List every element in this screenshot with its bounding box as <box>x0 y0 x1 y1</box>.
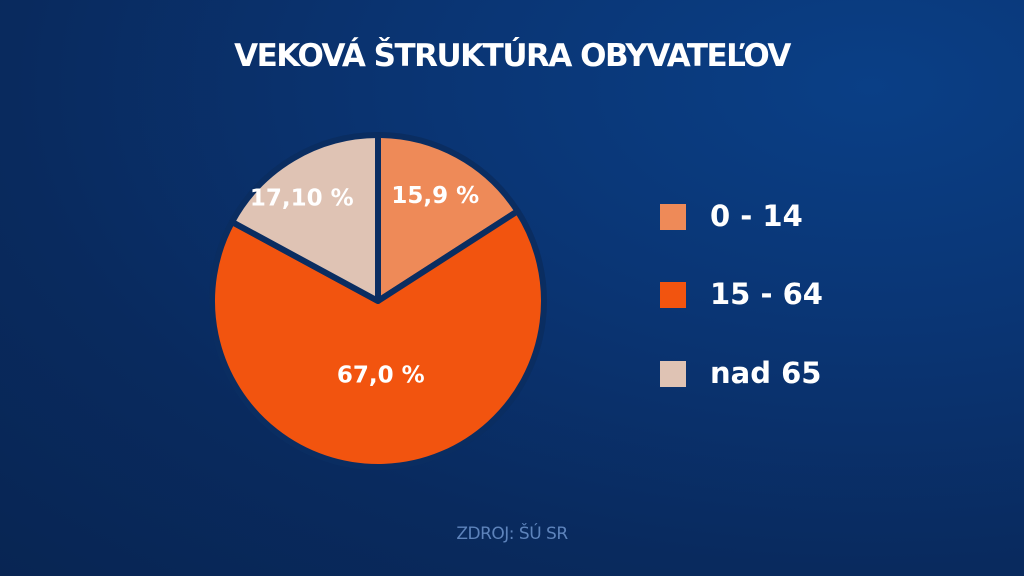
pie-value-label: 17,10 % <box>250 185 354 211</box>
legend-swatch-0-14 <box>660 204 686 230</box>
pie-slice-nad65 <box>229 132 381 304</box>
source-note: ZDROJ: ŠÚ SR <box>456 524 568 544</box>
legend-swatch-nad-65 <box>660 361 686 387</box>
legend-label-0-14: 0 - 14 <box>710 199 803 233</box>
legend-swatch-15-64 <box>660 282 686 308</box>
legend-label-nad-65: nad 65 <box>710 356 822 390</box>
pie-value-label: 15,9 % <box>391 183 479 209</box>
legend-label-15-64: 15 - 64 <box>710 277 823 311</box>
pie-slice-15-64 <box>209 208 547 470</box>
pie-value-label: 67,0 % <box>337 363 425 389</box>
page-title: VEKOVÁ ŠTRUKTÚRA OBYVATEĽOV <box>234 38 791 74</box>
pie-slice-0-14 <box>375 132 521 304</box>
